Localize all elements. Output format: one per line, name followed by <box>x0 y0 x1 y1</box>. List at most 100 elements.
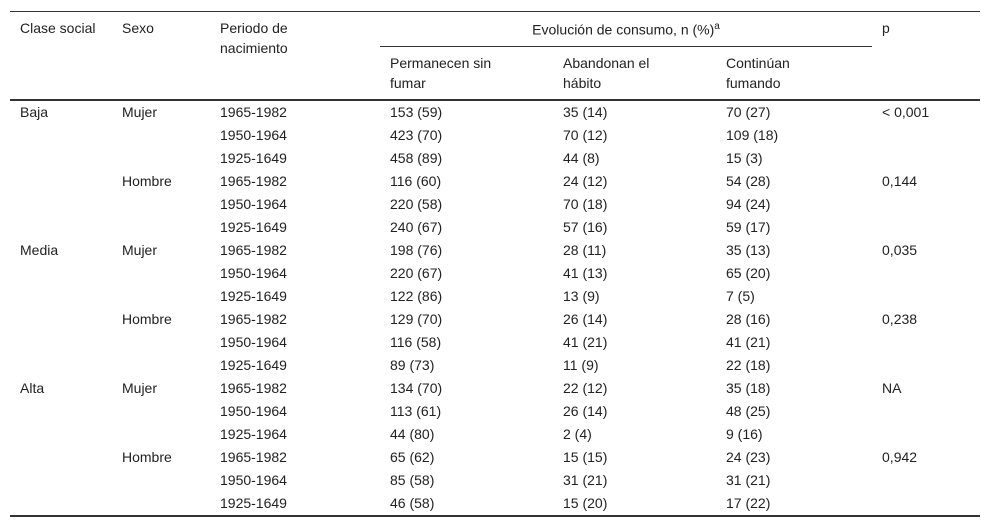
value-cell: 35 (18) <box>726 379 771 396</box>
header-row: Clase social Sexo Periodo de nacimiento … <box>10 10 981 101</box>
value-cell: 109 (18) <box>726 126 779 143</box>
clase-cell <box>10 285 112 308</box>
periodo-cell: 1925-1649 <box>220 287 287 304</box>
value-cell: 35 (13) <box>726 241 771 258</box>
p-cell <box>872 400 980 423</box>
value-cell: 35 (14) <box>563 103 608 120</box>
value-cell: 28 (16) <box>726 310 771 327</box>
sexo-cell <box>112 423 210 446</box>
clase-cell: Baja <box>20 103 49 120</box>
sexo-cell <box>112 216 210 239</box>
value-cell: 41 (13) <box>563 264 608 281</box>
value-cell: 153 (59) <box>390 103 443 120</box>
value-cell: 70 (12) <box>563 126 608 143</box>
value-cell: 15 (15) <box>563 448 608 465</box>
periodo-cell: 1965-1982 <box>220 241 287 258</box>
clase-cell <box>10 491 112 517</box>
table-body: Baja Mujer 1965-1982 153 (59) 35 (14) 70 (27)… <box>10 100 981 517</box>
value-cell: 458 (89) <box>390 149 443 166</box>
value-cell: 94 (24) <box>726 195 771 212</box>
table-row: Media Mujer 1965-1982 198 (76) 28 (11) 35 (13… <box>10 239 980 262</box>
data-table: Clase social Sexo Periodo de nacimiento … <box>10 10 981 517</box>
value-cell: 7 (5) <box>726 287 755 304</box>
periodo-cell: 1950-1964 <box>220 333 287 350</box>
p-cell <box>872 262 980 285</box>
sexo-cell: Hombre <box>122 448 172 465</box>
periodo-cell: 1965-1982 <box>220 310 287 327</box>
p-cell <box>872 147 980 170</box>
value-cell: 57 (16) <box>563 218 608 235</box>
value-cell: 85 (58) <box>390 471 435 488</box>
table-row: 1950-1964 113 (61) 26 (14) 48 (25) <box>10 400 980 423</box>
table-row: Baja Mujer 1965-1982 153 (59) 35 (14) 70 (27)… <box>10 100 980 124</box>
value-cell: 70 (18) <box>563 195 608 212</box>
value-cell: 9 (16) <box>726 425 763 442</box>
sexo-cell <box>112 491 210 517</box>
value-cell: 22 (18) <box>726 356 771 373</box>
p-cell: 0,144 <box>882 172 918 189</box>
clase-cell <box>10 423 112 446</box>
value-cell: 116 (60) <box>390 172 442 189</box>
sexo-cell <box>112 124 210 147</box>
value-cell: 13 (9) <box>563 287 600 304</box>
table-row: Alta Mujer 1965-1982 134 (70) 22 (12) 35 (18)… <box>10 377 980 400</box>
value-cell: 65 (20) <box>726 264 771 281</box>
sexo-cell: Mujer <box>122 379 158 396</box>
p-cell <box>872 469 980 492</box>
value-cell: 26 (14) <box>563 310 608 327</box>
sexo-cell <box>112 469 210 492</box>
p-cell <box>872 354 980 377</box>
periodo-cell: 1950-1964 <box>220 402 287 419</box>
table-row: 1925-1649 240 (67) 57 (16) 59 (17) <box>10 216 980 239</box>
value-cell: 220 (58) <box>390 195 443 212</box>
periodo-cell: 1925-1649 <box>220 356 287 373</box>
sexo-cell <box>112 285 210 308</box>
table-row: 1950-1964 85 (58) 31 (21) 31 (21) <box>10 469 980 492</box>
table-row: Hombre 1965-1982 129 (70) 26 (14) 28 (16) 0,2… <box>10 308 980 331</box>
value-cell: 24 (23) <box>726 448 771 465</box>
value-cell: 70 (27) <box>726 103 771 120</box>
p-cell <box>872 124 980 147</box>
clase-cell: Media <box>20 241 59 258</box>
value-cell: 423 (70) <box>390 126 443 143</box>
clase-cell <box>10 147 112 170</box>
p-cell: 0,942 <box>882 448 918 465</box>
value-cell: 22 (12) <box>563 379 608 396</box>
clase-cell <box>10 446 112 469</box>
p-cell <box>872 216 980 239</box>
periodo-cell: 1950-1964 <box>220 471 287 488</box>
table-row: 1925-1649 458 (89) 44 (8) 15 (3) <box>10 147 980 170</box>
periodo-cell: 1925-1649 <box>220 218 287 235</box>
value-cell: 134 (70) <box>390 379 443 396</box>
table-row: 1925-1964 44 (80) 2 (4) 9 (16) <box>10 423 980 446</box>
value-cell: 198 (76) <box>390 241 443 258</box>
value-cell: 11 (9) <box>563 356 599 373</box>
p-cell: 0,238 <box>882 310 918 327</box>
clase-cell <box>10 469 112 492</box>
header-cell: Clase social <box>10 10 112 101</box>
value-cell: 28 (11) <box>563 241 607 258</box>
header-cell: Periodo de nacimiento <box>210 10 380 101</box>
sexo-cell: Hombre <box>122 172 172 189</box>
value-cell: 15 (20) <box>553 491 716 517</box>
table-row: 1925-1649 46 (58) 15 (20) 17 (22) <box>10 491 981 517</box>
header-cell: p <box>872 10 981 101</box>
p-cell: 0,035 <box>882 241 918 258</box>
value-cell: 116 (58) <box>390 333 442 350</box>
value-cell: 113 (61) <box>390 402 442 419</box>
table-row: Hombre 1965-1982 116 (60) 24 (12) 54 (28) 0,1… <box>10 170 980 193</box>
table-row: 1925-1649 89 (73) 11 (9) 22 (18) <box>10 354 980 377</box>
table-row: 1950-1964 116 (58) 41 (21) 41 (21) <box>10 331 980 354</box>
table-row: Hombre 1965-1982 65 (62) 15 (15) 24 (23) 0,94… <box>10 446 980 469</box>
clase-cell <box>10 193 112 216</box>
value-cell: 129 (70) <box>390 310 443 327</box>
clase-cell <box>10 170 112 193</box>
clase-cell <box>10 400 112 423</box>
value-cell: 26 (14) <box>563 402 608 419</box>
header-cell: Sexo <box>112 10 210 101</box>
clase-cell <box>10 262 112 285</box>
sexo-cell <box>112 331 210 354</box>
table-header: Clase social Sexo Periodo de nacimiento … <box>10 10 981 101</box>
value-cell: 48 (25) <box>726 402 771 419</box>
value-cell: 31 (21) <box>563 471 608 488</box>
